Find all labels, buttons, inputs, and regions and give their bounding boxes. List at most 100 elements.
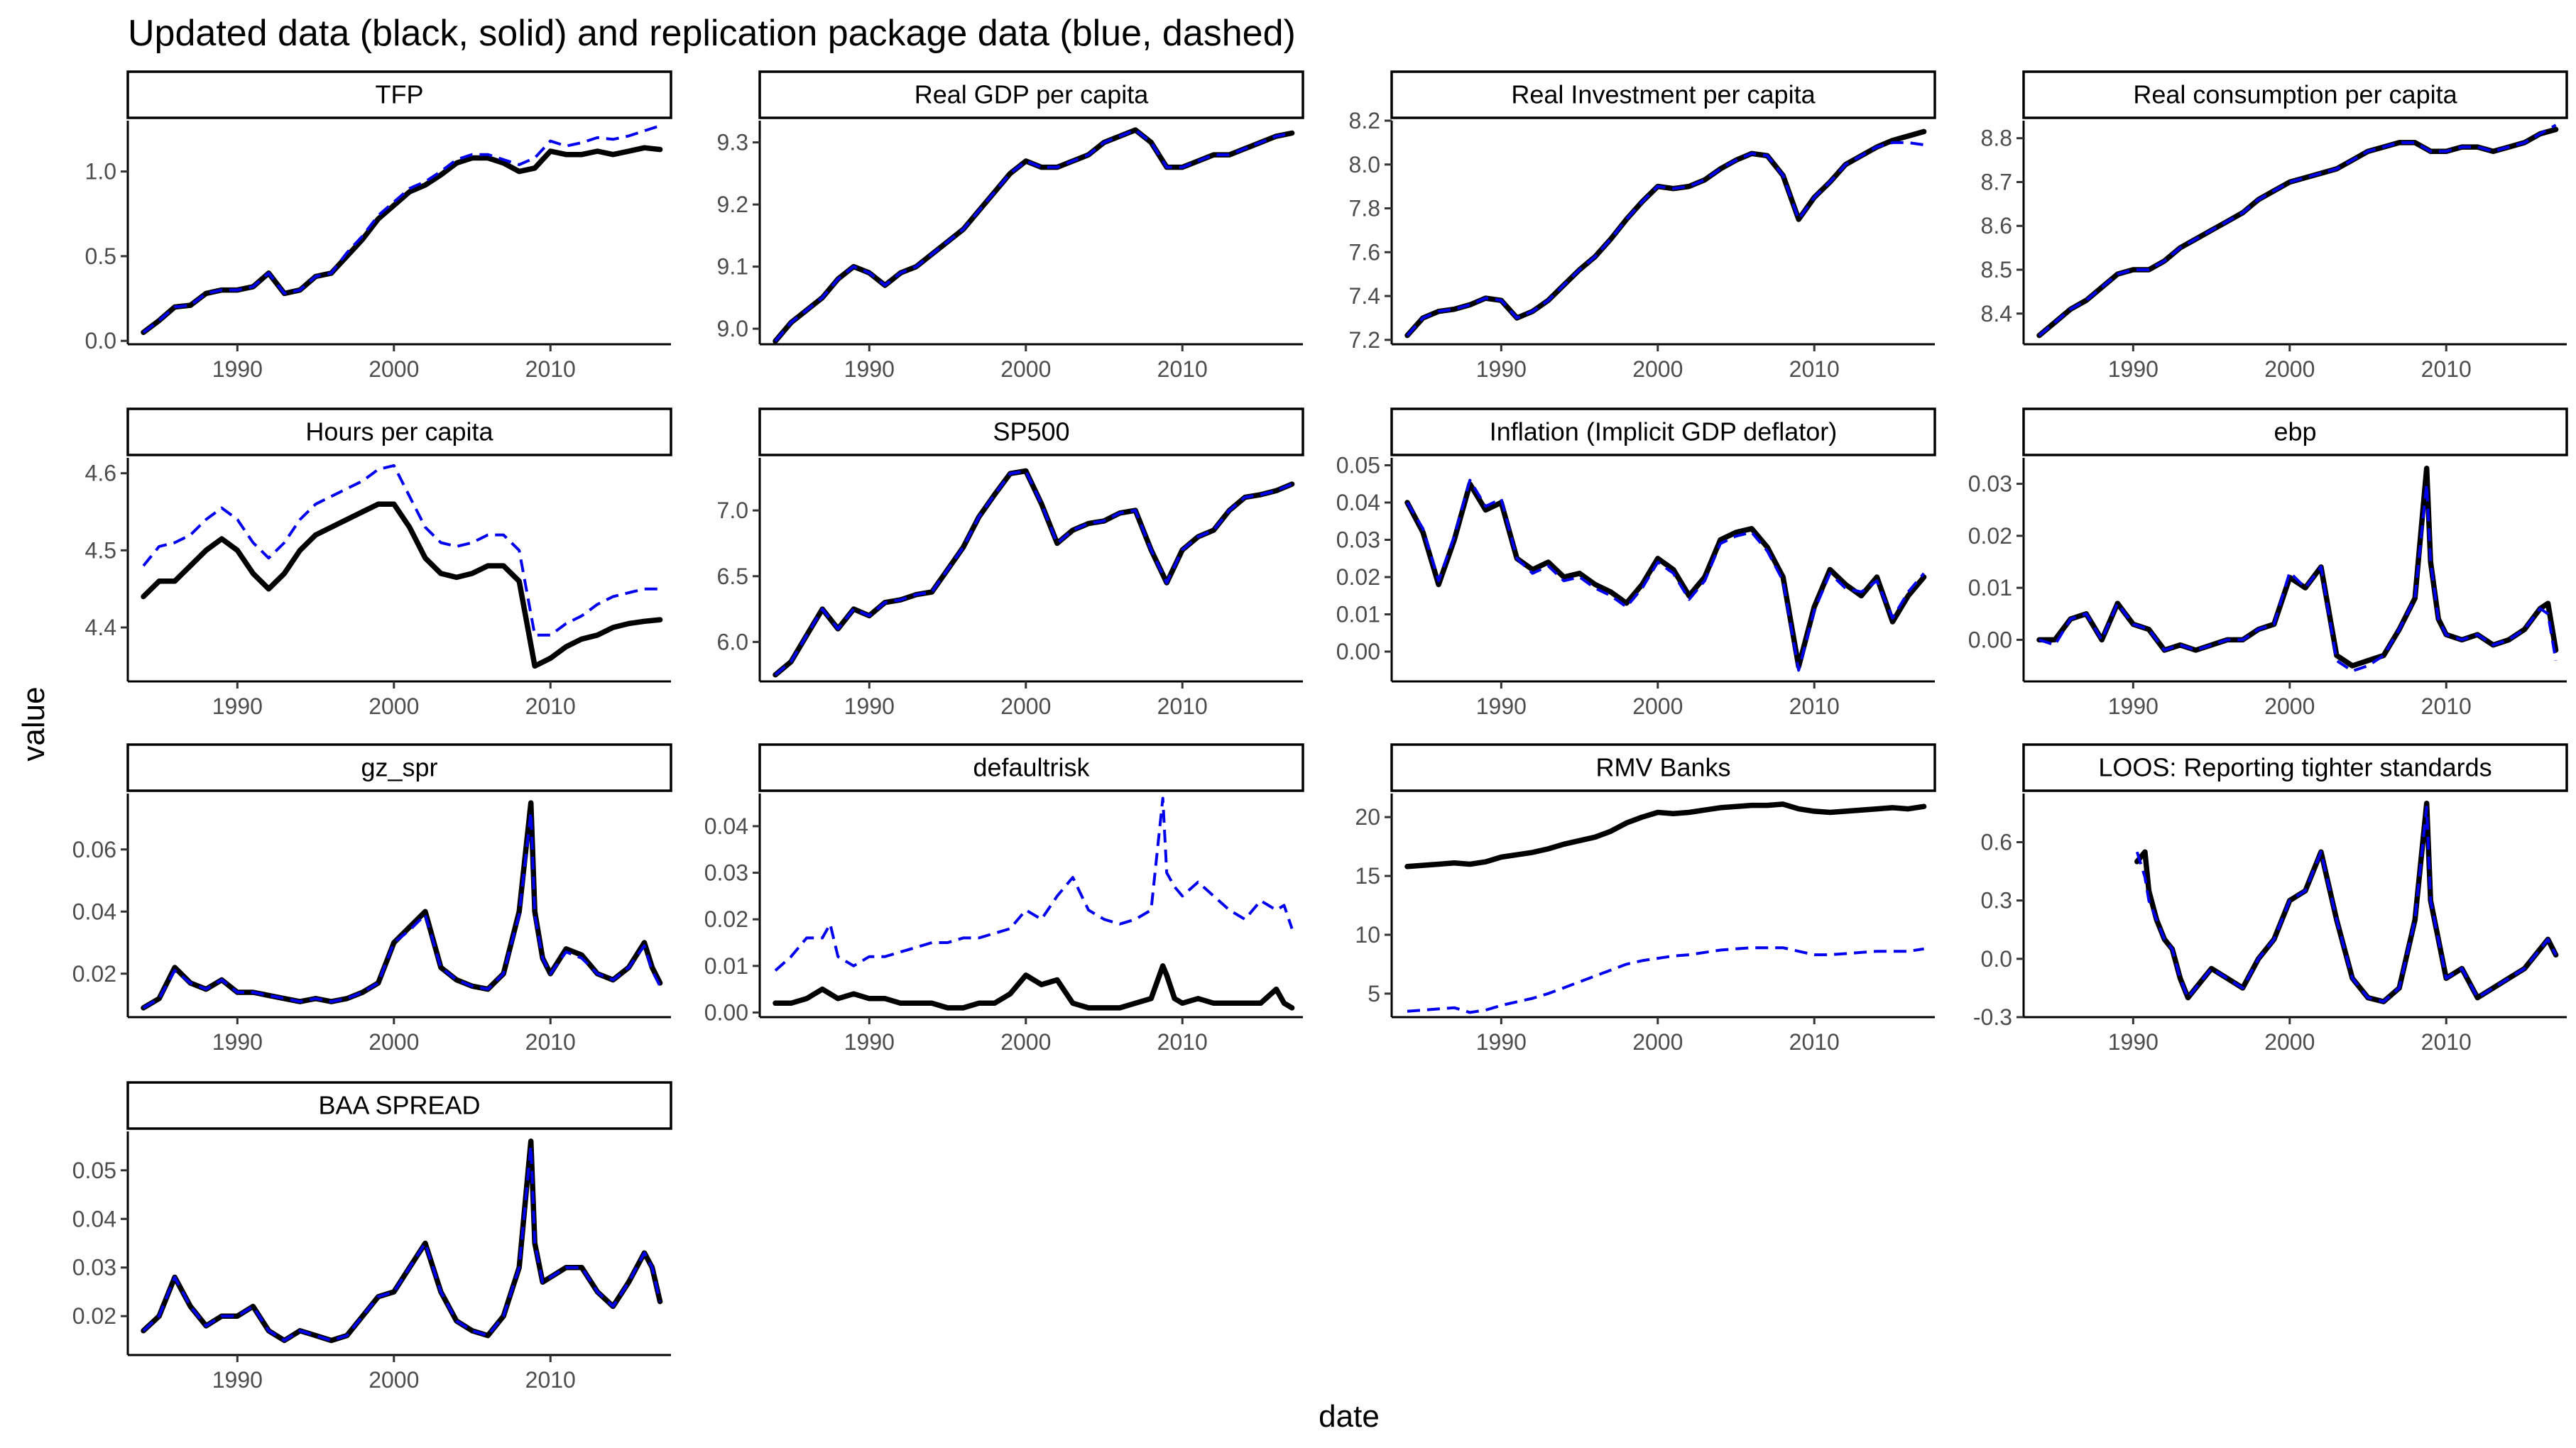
facet-strip-label: LOOS: Reporting tighter standards: [2098, 753, 2492, 782]
facet-strip-label: BAA SPREAD: [318, 1091, 480, 1120]
y-tick-label: 0.00: [704, 999, 748, 1025]
series-line-updated: [141, 800, 663, 1011]
series-line-updated: [773, 963, 1295, 1011]
y-tick-label: 0.06: [72, 837, 116, 862]
series-line-updated: [141, 501, 663, 669]
y-tick-label: 0.03: [1336, 527, 1380, 553]
panel-ebp: ebp 0.00 0.01 0.02 0.03 1990 2000 2010: [1968, 407, 2568, 719]
series-line-updated: [141, 1138, 663, 1344]
facet-strip-label: SP500: [993, 417, 1069, 446]
x-tick-label: 2010: [1789, 356, 1840, 382]
facet-strip: [1390, 407, 1936, 456]
y-tick-label: 0.02: [1336, 564, 1380, 590]
x-tick-label: 1990: [844, 356, 895, 382]
series-line-replication: [1406, 141, 1924, 336]
y-tick-label: 4.6: [85, 461, 116, 486]
series-line-replication: [774, 796, 1294, 972]
y-tick-label: 6.5: [717, 564, 748, 589]
y-tick-label: 4.5: [85, 537, 116, 563]
y-tick-label: 7.6: [1349, 239, 1380, 265]
x-tick-label: 1990: [844, 693, 895, 719]
y-tick-label: 0.05: [72, 1158, 116, 1183]
series-line-updated: [1404, 481, 1927, 669]
y-tick-label: 9.2: [717, 192, 748, 217]
x-tick-label: 1990: [212, 1367, 263, 1393]
facet-strip-label: TFP: [376, 80, 424, 109]
x-tick-label: 2010: [525, 693, 576, 719]
facet-strip: [2022, 407, 2568, 456]
x-tick-label: 2010: [2421, 356, 2472, 382]
y-tick-label: 8.4: [1981, 301, 2012, 327]
panel-sp500: SP500 6.0 6.5 7.0 1990 2000 2010: [717, 407, 1304, 719]
series-line-replication: [774, 128, 1292, 342]
x-tick-label: 2000: [369, 693, 419, 719]
series-line-replication: [774, 469, 1293, 676]
panel-defaultrisk: defaultrisk 0.00 0.01 0.02 0.03 0.04 1990 2000 2…: [704, 743, 1304, 1055]
y-tick-label: 7.4: [1349, 283, 1380, 309]
y-tick-label: 0.5: [85, 243, 116, 269]
panel-baa-spread: BAA SPREAD 0.02 0.03 0.04 0.05 1990 2000 2010: [72, 1081, 672, 1393]
x-tick-label: 2010: [2421, 693, 2472, 719]
series-line-replication: [1407, 946, 1924, 1014]
facet-strip-label: defaultrisk: [973, 753, 1090, 782]
panel-gz-spr: gz_spr 0.02 0.04 0.06 1990 2000 2010: [72, 743, 672, 1055]
x-tick-label: 2000: [2264, 693, 2315, 719]
facet-strip-label: gz_spr: [361, 753, 437, 782]
panel-tfp: TFP 0.0 0.5 1.0 1990 2000 2010: [85, 70, 672, 382]
x-tick-label: 2010: [1157, 1029, 1208, 1055]
facet-strip-label: RMV Banks: [1595, 753, 1730, 782]
x-tick-label: 1990: [212, 1029, 263, 1055]
y-tick-label: 10: [1355, 922, 1380, 948]
y-tick-label: 0.02: [72, 1303, 116, 1329]
y-tick-label: 0.0: [85, 328, 116, 353]
x-tick-label: 2010: [1157, 356, 1208, 382]
x-tick-label: 2000: [1000, 693, 1051, 719]
facet-strip-label: Hours per capita: [305, 417, 493, 446]
facet-strip: [126, 1081, 672, 1130]
y-tick-label: 9.1: [717, 254, 748, 280]
x-tick-label: 2000: [369, 1367, 419, 1393]
x-tick-label: 1990: [1476, 1029, 1527, 1055]
panel-rmv-banks: RMV Banks 5 10 15 20 1990 2000 2010: [1355, 743, 1936, 1055]
series-line-replication: [2039, 482, 2558, 673]
facet-strip: [1390, 70, 1936, 119]
y-tick-label: 0.01: [1968, 575, 2012, 600]
x-tick-label: 2010: [525, 356, 576, 382]
y-tick-label: 0.04: [72, 899, 116, 924]
y-tick-label: 20: [1355, 804, 1380, 830]
series-line-replication: [142, 464, 660, 637]
y-tick-label: 8.5: [1981, 257, 2012, 283]
y-tick-label: 0.04: [704, 813, 748, 839]
x-tick-label: 1990: [1476, 356, 1527, 382]
x-tick-label: 2000: [2264, 1029, 2315, 1055]
y-tick-label: 0.04: [72, 1206, 116, 1232]
facet-strip: [1390, 743, 1936, 792]
panel-real-investment-per-capita: Real Investment per capita 7.2 7.4 7.6 7.8 8.…: [1349, 70, 1936, 382]
x-tick-label: 1990: [844, 1029, 895, 1055]
series-line-updated: [2134, 800, 2559, 1004]
x-tick-label: 1990: [1476, 693, 1527, 719]
y-tick-label: 0.01: [704, 953, 748, 979]
facet-strip: [126, 743, 672, 792]
y-tick-label: 8.7: [1981, 169, 2012, 194]
y-tick-label: 0.03: [704, 860, 748, 886]
series-line-updated: [141, 145, 663, 336]
x-tick-label: 2010: [525, 1367, 576, 1393]
x-tick-label: 1990: [212, 693, 263, 719]
facet-strip: [2022, 743, 2568, 792]
x-tick-label: 2000: [369, 1029, 419, 1055]
panel-real-consumption-per-capita: Real consumption per capita 8.4 8.5 8.6 8.7 8…: [1981, 70, 2568, 382]
y-tick-label: 8.0: [1349, 152, 1380, 177]
y-tick-label: 0.00: [1968, 627, 2012, 652]
y-tick-label: 0.02: [704, 906, 748, 932]
series-line-updated: [773, 468, 1295, 678]
x-tick-label: 2000: [369, 356, 419, 382]
y-tick-label: 0.02: [72, 961, 116, 987]
facet-strip-label: ebp: [2274, 417, 2316, 446]
facet-strip: [2022, 70, 2568, 119]
y-tick-label: -0.3: [1973, 1004, 2012, 1030]
x-tick-label: 2010: [525, 1029, 576, 1055]
y-tick-label: 0.00: [1336, 639, 1380, 664]
x-tick-label: 2000: [1632, 693, 1683, 719]
